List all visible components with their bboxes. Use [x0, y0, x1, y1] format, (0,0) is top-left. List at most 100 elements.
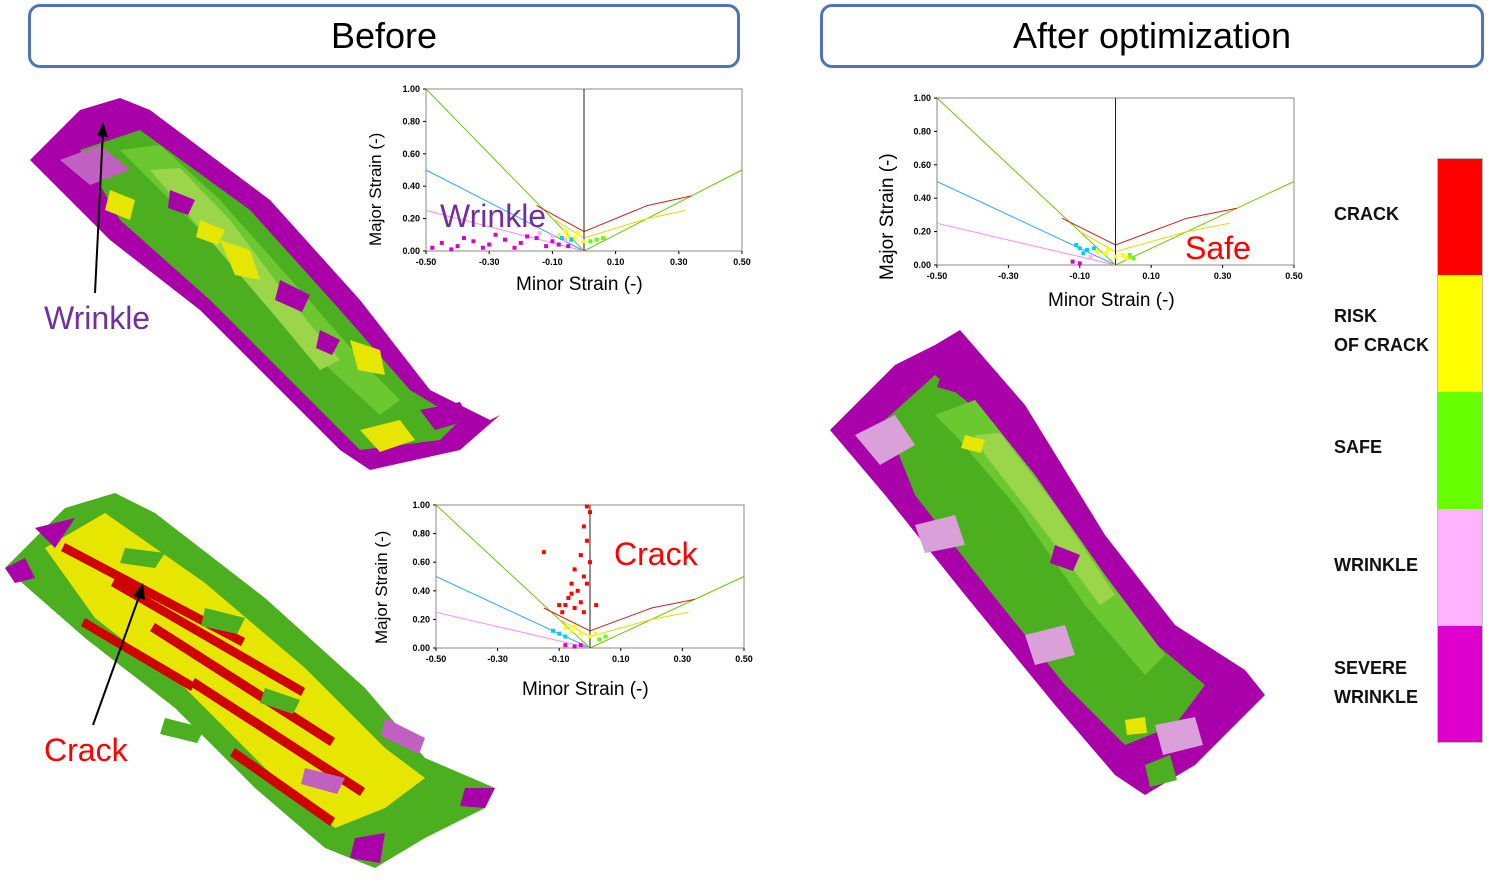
strain-point	[1077, 261, 1082, 266]
x-axis-title-before-wrinkle: Minor Strain (-)	[516, 274, 643, 295]
strain-point	[575, 588, 580, 593]
legend-bar-outline	[1437, 158, 1483, 743]
strain-point	[1081, 251, 1086, 256]
strain-point	[563, 625, 568, 630]
crack-arrow	[92, 583, 145, 726]
strain-point	[556, 232, 561, 237]
strain-point	[566, 244, 571, 249]
strain-point	[461, 236, 466, 241]
x-tick-label: 0.50	[733, 257, 751, 267]
strain-point	[1074, 242, 1079, 247]
x-tick-label: 0.10	[607, 257, 625, 267]
fld-chart-before-crack-svg: -0.50 -0.30 -0.10 0.10 0.30 0.50 1.00 0.80 0.60 0…	[412, 500, 753, 664]
legend-swatch-risk-of-crack	[1437, 275, 1483, 392]
before-header: Before	[28, 4, 740, 68]
strain-point	[518, 240, 523, 245]
strain-point	[588, 634, 592, 639]
strain-point	[541, 550, 546, 555]
strain-point	[559, 236, 564, 241]
fld-chart-before-wrinkle-svg: -0.50 -0.30 -0.10 0.10 0.30 0.50 1.00 0.80 0.60 0…	[402, 84, 751, 267]
strain-point	[569, 591, 574, 596]
x-tick-label: -0.50	[416, 257, 437, 267]
y-tick-label: 0.40	[402, 181, 420, 191]
x-tick-label: 0.50	[735, 654, 753, 664]
x-tick-label: -0.10	[1070, 271, 1091, 281]
x-tick-label: -0.30	[487, 654, 508, 664]
y-tick-label: 0.80	[412, 529, 430, 539]
y-tick-label: 0.20	[913, 227, 931, 237]
crack-plot-label: Crack	[614, 536, 698, 572]
legend-label-crack: CRACK	[1334, 204, 1399, 224]
strain-point	[582, 239, 586, 244]
strain-point	[597, 637, 602, 642]
y-axis-title-before-wrinkle: Major Strain (-)	[366, 132, 385, 246]
fld-reference-curve	[936, 222, 1116, 266]
y-tick-label: 0.60	[913, 160, 931, 170]
y-tick-label: 0.20	[402, 214, 420, 224]
strain-point	[588, 239, 593, 244]
x-tick-label: -0.50	[426, 654, 447, 664]
y-tick-label: 0.80	[913, 126, 931, 136]
strain-point	[1124, 256, 1129, 261]
strain-point	[584, 581, 589, 586]
y-tick-label: 0.60	[402, 149, 420, 159]
strain-point	[569, 237, 574, 242]
before-wrinkle-part	[30, 98, 500, 470]
y-tick-label: 0.00	[412, 643, 430, 653]
strain-point	[1102, 251, 1107, 256]
strain-point	[551, 628, 556, 633]
strain-point	[525, 234, 530, 239]
y-tick-label: 0.80	[402, 116, 420, 126]
y-tick-label: 0.00	[913, 260, 931, 270]
strain-point	[603, 634, 608, 639]
strain-point	[569, 581, 574, 586]
legend-swatch-safe	[1437, 392, 1483, 509]
strain-point	[439, 240, 444, 245]
fld-reference-curve	[425, 169, 585, 252]
x-axis-title-before-crack: Minor Strain (-)	[522, 679, 649, 700]
strain-point	[581, 574, 586, 579]
y-tick-label: 0.00	[402, 246, 420, 256]
strain-point	[569, 628, 574, 633]
safe-plot-label: Safe	[1185, 230, 1251, 266]
y-tick-label: 1.00	[402, 84, 420, 94]
before-header-label: Before	[330, 15, 438, 56]
strain-point	[1070, 259, 1075, 264]
legend-label-risk-of-crack: RISK OF CRACK	[1334, 306, 1429, 355]
legend-swatch-crack	[1437, 158, 1483, 275]
strain-point	[455, 244, 460, 249]
legend-swatch-wrinkle	[1437, 509, 1483, 626]
strain-point	[572, 624, 577, 629]
strain-point	[1131, 256, 1136, 261]
wrinkle-plot-label: Wrinkle	[440, 198, 547, 234]
strain-point	[503, 237, 507, 242]
strain-point	[1084, 247, 1089, 252]
fld-reference-curve	[1061, 207, 1237, 246]
strain-point	[544, 244, 549, 249]
strain-point	[563, 634, 568, 639]
strain-point	[594, 603, 599, 608]
x-tick-label: 0.30	[670, 257, 688, 267]
strain-point	[1095, 249, 1100, 254]
strain-point	[600, 236, 605, 241]
x-tick-label: -0.10	[549, 654, 570, 664]
strain-point	[584, 504, 589, 509]
strain-point	[1088, 254, 1093, 259]
strain-point	[449, 247, 454, 252]
strain-point	[572, 236, 577, 241]
y-axis-title-before-crack: Major Strain (-)	[372, 530, 391, 644]
strain-point	[566, 595, 571, 600]
strain-point	[471, 239, 476, 244]
strain-point	[566, 234, 571, 239]
x-tick-label: -0.50	[927, 271, 948, 281]
strain-point	[512, 245, 517, 250]
x-tick-label: -0.30	[479, 257, 500, 267]
x-tick-label: -0.10	[542, 257, 563, 267]
fld-reference-curve	[1079, 222, 1230, 253]
strain-point	[557, 631, 562, 636]
legend-label-safe: SAFE	[1334, 437, 1383, 457]
y-tick-label: 0.40	[913, 193, 931, 203]
strain-point	[563, 237, 568, 242]
strain-point	[534, 236, 539, 241]
wrinkle-callout-label: Wrinkle	[44, 300, 151, 336]
